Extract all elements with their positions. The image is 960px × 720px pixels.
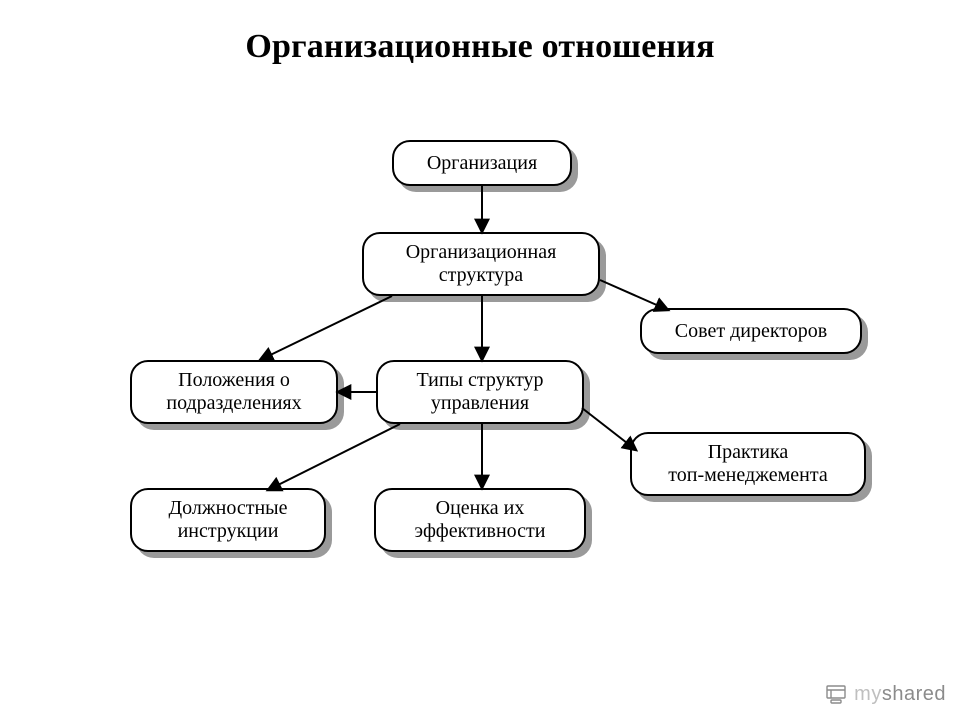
diagram-stage: Организационные отношения Организация Орг…	[0, 0, 960, 720]
edge-orgstruct-to-board	[600, 280, 668, 310]
watermark-text-shared: shared	[882, 683, 946, 705]
node-box: Практикатоп-менеджемента	[630, 432, 866, 496]
node-practice: Практикатоп-менеджемента	[630, 432, 866, 496]
watermark: myshared	[826, 683, 946, 706]
watermark-icon	[826, 685, 848, 705]
node-jobdesc: Должностныеинструкции	[130, 488, 326, 552]
node-board: Совет директоров	[640, 308, 862, 354]
edge-types-to-jobdesc	[268, 424, 400, 490]
node-box: Совет директоров	[640, 308, 862, 354]
node-box: Типы структуруправления	[376, 360, 584, 424]
node-box: Положения оподразделениях	[130, 360, 338, 424]
node-box: Оценка ихэффективности	[374, 488, 586, 552]
node-eval: Оценка ихэффективности	[374, 488, 586, 552]
node-types: Типы структуруправления	[376, 360, 584, 424]
node-provisions: Положения оподразделениях	[130, 360, 338, 424]
node-box: Организационнаяструктура	[362, 232, 600, 296]
edge-orgstruct-to-provisions	[260, 296, 392, 360]
node-org: Организация	[392, 140, 572, 186]
node-box: Организация	[392, 140, 572, 186]
node-orgstruct: Организационнаяструктура	[362, 232, 600, 296]
watermark-text-my: my	[854, 683, 882, 705]
edge-types-to-practice	[582, 408, 636, 450]
page-title: Организационные отношения	[0, 28, 960, 66]
node-box: Должностныеинструкции	[130, 488, 326, 552]
